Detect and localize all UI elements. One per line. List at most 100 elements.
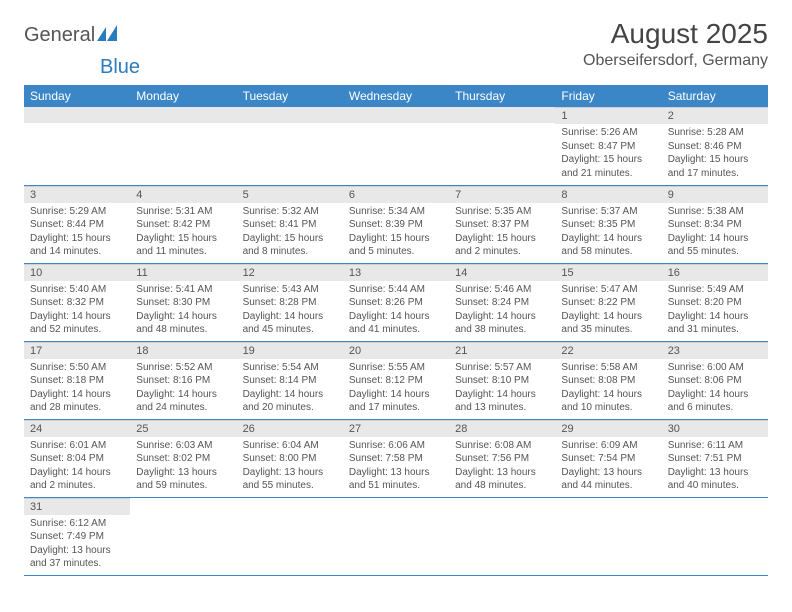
day-details: Sunrise: 5:50 AMSunset: 8:18 PMDaylight:…: [24, 359, 130, 419]
calendar-day-cell: 7Sunrise: 5:35 AMSunset: 8:37 PMDaylight…: [449, 185, 555, 263]
calendar-week-row: 24Sunrise: 6:01 AMSunset: 8:04 PMDayligh…: [24, 419, 768, 497]
day-number: 13: [343, 264, 449, 281]
calendar-day-cell: [449, 497, 555, 575]
day-details: Sunrise: 5:31 AMSunset: 8:42 PMDaylight:…: [130, 203, 236, 263]
day-number: 31: [24, 498, 130, 515]
calendar-page: General August 2025 Oberseifersdorf, Ger…: [0, 0, 792, 594]
day-details: Sunrise: 6:01 AMSunset: 8:04 PMDaylight:…: [24, 437, 130, 497]
weekday-header: Thursday: [449, 85, 555, 107]
day-details: Sunrise: 5:37 AMSunset: 8:35 PMDaylight:…: [555, 203, 661, 263]
day-number: 12: [237, 264, 343, 281]
calendar-day-cell: [343, 107, 449, 185]
day-number: 17: [24, 342, 130, 359]
day-number: 10: [24, 264, 130, 281]
day-number: 29: [555, 420, 661, 437]
flag-icon: [97, 25, 119, 46]
day-details: Sunrise: 6:08 AMSunset: 7:56 PMDaylight:…: [449, 437, 555, 497]
day-details: Sunrise: 5:32 AMSunset: 8:41 PMDaylight:…: [237, 203, 343, 263]
weekday-header-row: Sunday Monday Tuesday Wednesday Thursday…: [24, 85, 768, 107]
day-number: 3: [24, 186, 130, 203]
day-number: 19: [237, 342, 343, 359]
day-number: 16: [662, 264, 768, 281]
day-details: Sunrise: 6:00 AMSunset: 8:06 PMDaylight:…: [662, 359, 768, 419]
logo: General: [24, 24, 121, 47]
calendar-day-cell: 19Sunrise: 5:54 AMSunset: 8:14 PMDayligh…: [237, 341, 343, 419]
day-number: 30: [662, 420, 768, 437]
calendar-day-cell: 23Sunrise: 6:00 AMSunset: 8:06 PMDayligh…: [662, 341, 768, 419]
calendar-day-cell: 13Sunrise: 5:44 AMSunset: 8:26 PMDayligh…: [343, 263, 449, 341]
day-details: Sunrise: 6:04 AMSunset: 8:00 PMDaylight:…: [237, 437, 343, 497]
day-number: 23: [662, 342, 768, 359]
day-details: Sunrise: 5:49 AMSunset: 8:20 PMDaylight:…: [662, 281, 768, 341]
day-number: 4: [130, 186, 236, 203]
day-details: Sunrise: 5:58 AMSunset: 8:08 PMDaylight:…: [555, 359, 661, 419]
weekday-header: Sunday: [24, 85, 130, 107]
calendar-day-cell: [449, 107, 555, 185]
day-number: 27: [343, 420, 449, 437]
day-details: Sunrise: 6:03 AMSunset: 8:02 PMDaylight:…: [130, 437, 236, 497]
day-number: 25: [130, 420, 236, 437]
weekday-header: Monday: [130, 85, 236, 107]
calendar-day-cell: 5Sunrise: 5:32 AMSunset: 8:41 PMDaylight…: [237, 185, 343, 263]
day-details: Sunrise: 6:09 AMSunset: 7:54 PMDaylight:…: [555, 437, 661, 497]
day-number: 18: [130, 342, 236, 359]
weekday-header: Wednesday: [343, 85, 449, 107]
day-number: 1: [555, 107, 661, 124]
day-details: Sunrise: 6:06 AMSunset: 7:58 PMDaylight:…: [343, 437, 449, 497]
day-number: 7: [449, 186, 555, 203]
calendar-week-row: 3Sunrise: 5:29 AMSunset: 8:44 PMDaylight…: [24, 185, 768, 263]
day-details: Sunrise: 5:46 AMSunset: 8:24 PMDaylight:…: [449, 281, 555, 341]
day-details: Sunrise: 6:11 AMSunset: 7:51 PMDaylight:…: [662, 437, 768, 497]
calendar-day-cell: 2Sunrise: 5:28 AMSunset: 8:46 PMDaylight…: [662, 107, 768, 185]
calendar-day-cell: 16Sunrise: 5:49 AMSunset: 8:20 PMDayligh…: [662, 263, 768, 341]
calendar-day-cell: [130, 107, 236, 185]
calendar-day-cell: 4Sunrise: 5:31 AMSunset: 8:42 PMDaylight…: [130, 185, 236, 263]
calendar-day-cell: 25Sunrise: 6:03 AMSunset: 8:02 PMDayligh…: [130, 419, 236, 497]
calendar-day-cell: 24Sunrise: 6:01 AMSunset: 8:04 PMDayligh…: [24, 419, 130, 497]
calendar-day-cell: 15Sunrise: 5:47 AMSunset: 8:22 PMDayligh…: [555, 263, 661, 341]
calendar-week-row: 10Sunrise: 5:40 AMSunset: 8:32 PMDayligh…: [24, 263, 768, 341]
calendar-day-cell: 26Sunrise: 6:04 AMSunset: 8:00 PMDayligh…: [237, 419, 343, 497]
weekday-header: Saturday: [662, 85, 768, 107]
day-details: Sunrise: 5:38 AMSunset: 8:34 PMDaylight:…: [662, 203, 768, 263]
day-number: 5: [237, 186, 343, 203]
logo-text-left: General: [24, 24, 95, 47]
calendar-day-cell: [343, 497, 449, 575]
calendar-day-cell: [662, 497, 768, 575]
day-number: 26: [237, 420, 343, 437]
calendar-day-cell: 22Sunrise: 5:58 AMSunset: 8:08 PMDayligh…: [555, 341, 661, 419]
calendar-day-cell: [130, 497, 236, 575]
calendar-day-cell: 30Sunrise: 6:11 AMSunset: 7:51 PMDayligh…: [662, 419, 768, 497]
day-number: 2: [662, 107, 768, 124]
weekday-header: Friday: [555, 85, 661, 107]
day-details: Sunrise: 5:34 AMSunset: 8:39 PMDaylight:…: [343, 203, 449, 263]
day-details: Sunrise: 5:44 AMSunset: 8:26 PMDaylight:…: [343, 281, 449, 341]
calendar-day-cell: 29Sunrise: 6:09 AMSunset: 7:54 PMDayligh…: [555, 419, 661, 497]
day-number: 9: [662, 186, 768, 203]
calendar-day-cell: 17Sunrise: 5:50 AMSunset: 8:18 PMDayligh…: [24, 341, 130, 419]
calendar-week-row: 17Sunrise: 5:50 AMSunset: 8:18 PMDayligh…: [24, 341, 768, 419]
day-number: 28: [449, 420, 555, 437]
calendar-day-cell: 1Sunrise: 5:26 AMSunset: 8:47 PMDaylight…: [555, 107, 661, 185]
day-details: Sunrise: 5:47 AMSunset: 8:22 PMDaylight:…: [555, 281, 661, 341]
calendar-day-cell: 27Sunrise: 6:06 AMSunset: 7:58 PMDayligh…: [343, 419, 449, 497]
day-number: 24: [24, 420, 130, 437]
day-number: 14: [449, 264, 555, 281]
calendar-day-cell: 28Sunrise: 6:08 AMSunset: 7:56 PMDayligh…: [449, 419, 555, 497]
day-details: Sunrise: 5:35 AMSunset: 8:37 PMDaylight:…: [449, 203, 555, 263]
calendar-day-cell: 20Sunrise: 5:55 AMSunset: 8:12 PMDayligh…: [343, 341, 449, 419]
logo-text-right: Blue: [100, 56, 792, 79]
day-number: 15: [555, 264, 661, 281]
day-number: 11: [130, 264, 236, 281]
day-details: Sunrise: 5:41 AMSunset: 8:30 PMDaylight:…: [130, 281, 236, 341]
calendar-day-cell: 12Sunrise: 5:43 AMSunset: 8:28 PMDayligh…: [237, 263, 343, 341]
day-details: Sunrise: 5:52 AMSunset: 8:16 PMDaylight:…: [130, 359, 236, 419]
calendar-day-cell: 11Sunrise: 5:41 AMSunset: 8:30 PMDayligh…: [130, 263, 236, 341]
day-number: 22: [555, 342, 661, 359]
calendar-day-cell: 31Sunrise: 6:12 AMSunset: 7:49 PMDayligh…: [24, 497, 130, 575]
calendar-day-cell: [555, 497, 661, 575]
day-details: Sunrise: 5:43 AMSunset: 8:28 PMDaylight:…: [237, 281, 343, 341]
weekday-header: Tuesday: [237, 85, 343, 107]
calendar-day-cell: 10Sunrise: 5:40 AMSunset: 8:32 PMDayligh…: [24, 263, 130, 341]
day-details: Sunrise: 5:28 AMSunset: 8:46 PMDaylight:…: [662, 124, 768, 184]
